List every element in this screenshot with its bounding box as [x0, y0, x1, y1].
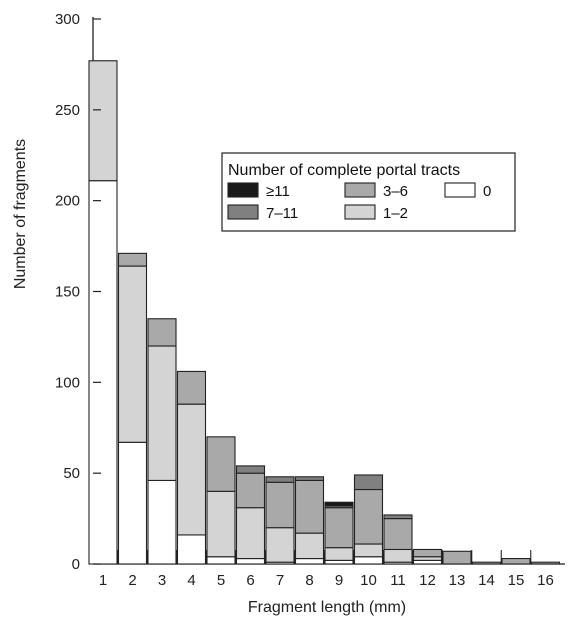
y-tick-label: 200	[55, 193, 80, 210]
legend-label: 0	[483, 183, 491, 200]
x-tick-label: 12	[419, 572, 436, 589]
y-axis-title: Number of fragments	[12, 139, 29, 289]
bar-segment-16-3–6	[530, 561, 561, 565]
bar-segment-7-1–2	[265, 527, 295, 563]
bar-segment-4-0	[176, 534, 207, 565]
bar-segment-6-3–6	[235, 472, 266, 509]
bar-segment-10-3–6	[353, 488, 384, 545]
bar-segment-4-1–2	[176, 403, 207, 536]
x-tick-label: 1	[99, 572, 107, 589]
bar-segment-9-≥11	[324, 501, 354, 507]
bar-segment-9-3–6	[324, 507, 354, 549]
bar-segment-11-7–11	[383, 514, 413, 520]
bar-segment-8-0	[294, 557, 325, 565]
bar-segment-1-1–2	[88, 60, 118, 182]
legend-swatch	[344, 182, 376, 198]
legend: Number of complete portal tracts ≥11 3–6 0…	[221, 152, 516, 232]
x-axis-title: Fragment length (mm)	[248, 599, 406, 616]
x-tick-label: 10	[360, 572, 377, 589]
bar-segment-3-3–6	[147, 318, 177, 347]
x-tick-label: 5	[217, 572, 225, 589]
bar-segment-10-1–2	[353, 543, 384, 558]
bar-segment-7-7–11	[265, 476, 295, 483]
legend-swatch	[344, 204, 376, 220]
x-tick-label: 11	[390, 572, 406, 589]
bar-segment-3-0	[147, 479, 177, 565]
bar-segment-6-0	[235, 557, 266, 565]
y-tick-label: 250	[55, 102, 80, 119]
legend-swatch	[227, 182, 259, 198]
x-tick-label: 13	[449, 572, 466, 589]
x-tick-label: 2	[128, 572, 136, 589]
bar-segment-8-3–6	[294, 479, 325, 534]
bar-segment-6-7–11	[235, 465, 266, 474]
y-tick-label: 0	[72, 556, 80, 573]
bar-segment-10-7–11	[353, 474, 384, 491]
legend-label: 7–11	[266, 205, 298, 222]
bar-segment-1-0	[88, 180, 118, 565]
y-tick-label: 150	[55, 284, 80, 301]
legend-label: 1–2	[383, 205, 408, 222]
bars	[88, 60, 561, 565]
bar-segment-11-3–6	[383, 518, 413, 551]
bar-segment-12-3–6	[412, 548, 443, 558]
bar-segment-6-1–2	[235, 507, 266, 560]
bar-segment-13-3–6	[442, 550, 472, 565]
y-tick-label: 50	[63, 465, 80, 482]
legend-title: Number of complete portal tracts	[228, 162, 460, 179]
bar-segment-2-3–6	[117, 252, 148, 267]
x-tick-label: 15	[508, 572, 525, 589]
y-tick-label: 100	[55, 374, 80, 391]
bar-segment-10-0	[353, 556, 384, 565]
legend-swatch	[227, 204, 259, 220]
bar-segment-3-1–2	[147, 345, 177, 481]
legend-label: ≥11	[266, 183, 290, 200]
x-tick-label: 6	[246, 572, 254, 589]
bar-segment-15-3–6	[501, 557, 531, 565]
x-tick-label: 9	[335, 572, 343, 589]
bar-segment-5-0	[206, 556, 236, 565]
x-tick-label: 4	[187, 572, 195, 589]
bar-segment-5-1–2	[206, 490, 236, 558]
x-tick-labels: 1 2 3 4 5 6 7 8 9 10 11 12 13 14 15 16	[99, 550, 554, 589]
bar-segment-8-7–11	[294, 476, 325, 481]
x-tick-label: 3	[158, 572, 166, 589]
bar-segment-5-3–6	[206, 436, 236, 492]
x-tick-label: 14	[478, 572, 495, 589]
bar-segment-14-3–6	[471, 561, 502, 565]
bar-segment-2-1–2	[117, 265, 148, 443]
bar-segment-7-3–6	[265, 481, 295, 529]
legend-label: 3–6	[383, 183, 408, 200]
x-tick-label: 16	[537, 572, 554, 589]
x-tick-label: 7	[276, 572, 284, 589]
bar-segment-9-1–2	[324, 547, 354, 561]
bar-segment-2-0	[117, 441, 148, 565]
bar-segment-8-1–2	[294, 532, 325, 560]
y-tick-label: 300	[55, 11, 80, 28]
x-tick-label: 8	[305, 572, 313, 589]
y-tick-labels: 0 50 100 150 200 250 300	[55, 11, 101, 573]
bar-segment-4-3–6	[176, 370, 207, 405]
bar-segment-11-1–2	[383, 548, 413, 563]
legend-swatch	[444, 182, 476, 198]
